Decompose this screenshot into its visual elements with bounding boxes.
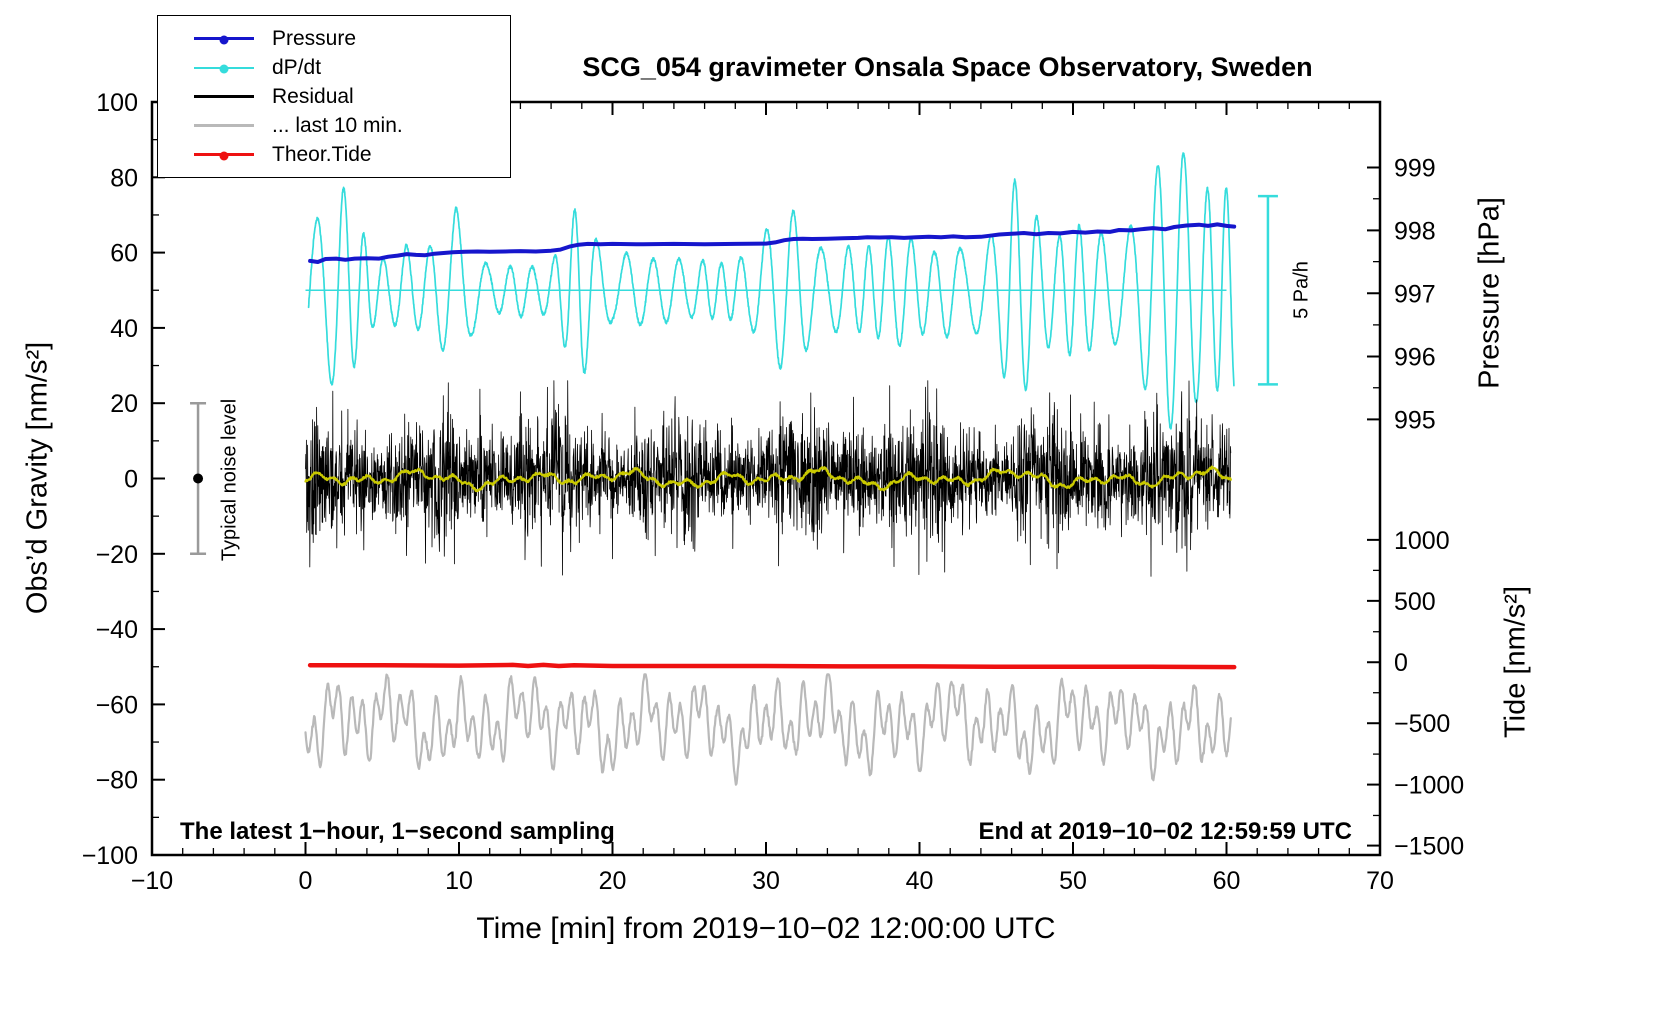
gravity-tick-label: 100 bbox=[96, 89, 138, 117]
legend-line-icon bbox=[194, 95, 254, 98]
x-tick-label: 40 bbox=[906, 867, 934, 895]
legend-item: ... last 10 min. bbox=[158, 111, 510, 140]
pressure-tick-label: 996 bbox=[1394, 344, 1436, 372]
tide-tick-label: −500 bbox=[1394, 710, 1450, 738]
legend-item: Residual bbox=[158, 82, 510, 111]
legend-item: Theor.Tide bbox=[158, 140, 510, 169]
series-residual bbox=[305, 380, 1232, 577]
x-tick-label: 30 bbox=[752, 867, 780, 895]
tide-tick-label: 0 bbox=[1394, 649, 1408, 677]
legend-line-icon bbox=[194, 151, 254, 161]
legend: Pressure dP/dt Residual ... last 10 min. The… bbox=[157, 15, 511, 178]
legend-line-icon bbox=[194, 35, 254, 45]
series-residual-smooth bbox=[304, 465, 1232, 493]
tide-tick-label: −1500 bbox=[1394, 833, 1464, 861]
gravity-tick-label: −60 bbox=[96, 691, 138, 719]
y-axis-label-tide: Tide [nm/s²] bbox=[1499, 585, 1532, 739]
gravity-tick-label: 60 bbox=[110, 240, 138, 268]
y-axis-label-pressure: Pressure [hPa] bbox=[1473, 197, 1506, 389]
gravity-tick-label: 0 bbox=[124, 466, 138, 494]
gravity-tick-label: 40 bbox=[110, 315, 138, 343]
sampling-note: The latest 1−hour, 1−second sampling bbox=[180, 818, 615, 845]
series-last-10-min bbox=[304, 673, 1232, 786]
legend-marker-dot-icon bbox=[219, 64, 229, 73]
x-tick-label: 50 bbox=[1059, 867, 1087, 895]
legend-marker-dot-icon bbox=[219, 151, 229, 161]
legend-line-icon bbox=[194, 124, 254, 127]
x-tick-label: −10 bbox=[131, 867, 173, 895]
legend-item-label: ... last 10 min. bbox=[272, 113, 403, 137]
chart-title: SCG_054 gravimeter Onsala Space Observat… bbox=[582, 52, 1313, 82]
x-tick-label: 0 bbox=[299, 867, 313, 895]
legend-item-label: Residual bbox=[272, 84, 354, 108]
x-axis-label: Time [min] from 2019−10−02 12:00:00 UTC bbox=[476, 912, 1056, 945]
legend-item: Pressure bbox=[158, 24, 510, 53]
x-tick-label: 20 bbox=[599, 867, 627, 895]
legend-item-label: Theor.Tide bbox=[272, 142, 372, 166]
legend-line-icon bbox=[194, 64, 254, 73]
x-tick-label: 60 bbox=[1213, 867, 1241, 895]
dpdt-scale-label: 5 Pa/h bbox=[1290, 261, 1313, 319]
gravity-tick-label: −40 bbox=[96, 616, 138, 644]
tide-tick-label: 1000 bbox=[1394, 527, 1450, 555]
legend-item: dP/dt bbox=[158, 53, 510, 82]
gravity-tick-label: 20 bbox=[110, 390, 138, 418]
tide-tick-label: 500 bbox=[1394, 588, 1436, 616]
gravity-tick-label: −80 bbox=[96, 767, 138, 795]
gravity-tick-label: −100 bbox=[82, 842, 138, 870]
typical-noise-dot bbox=[193, 473, 204, 484]
legend-marker-dot-icon bbox=[219, 35, 229, 45]
pressure-tick-label: 999 bbox=[1394, 155, 1436, 183]
gravity-tick-label: 80 bbox=[110, 164, 138, 192]
y-axis-label-gravity: Obs’d Gravity [nm/s²] bbox=[21, 341, 54, 615]
pressure-tick-label: 998 bbox=[1394, 217, 1436, 245]
x-tick-label: 70 bbox=[1366, 867, 1394, 895]
pressure-tick-label: 997 bbox=[1394, 280, 1436, 308]
gravity-tick-label: −20 bbox=[96, 541, 138, 569]
x-tick-label: 10 bbox=[445, 867, 473, 895]
legend-item-label: dP/dt bbox=[272, 55, 322, 79]
series-pressure bbox=[308, 222, 1237, 264]
series-dp-dt bbox=[307, 152, 1235, 430]
series-theor-tide bbox=[307, 662, 1237, 670]
end-time-note: End at 2019−10−02 12:59:59 UTC bbox=[978, 818, 1352, 845]
legend-item-label: Pressure bbox=[272, 26, 357, 50]
pressure-tick-label: 995 bbox=[1394, 406, 1436, 434]
typical-noise-level-label: Typical noise level bbox=[218, 398, 241, 562]
tide-tick-label: −1000 bbox=[1394, 772, 1464, 800]
